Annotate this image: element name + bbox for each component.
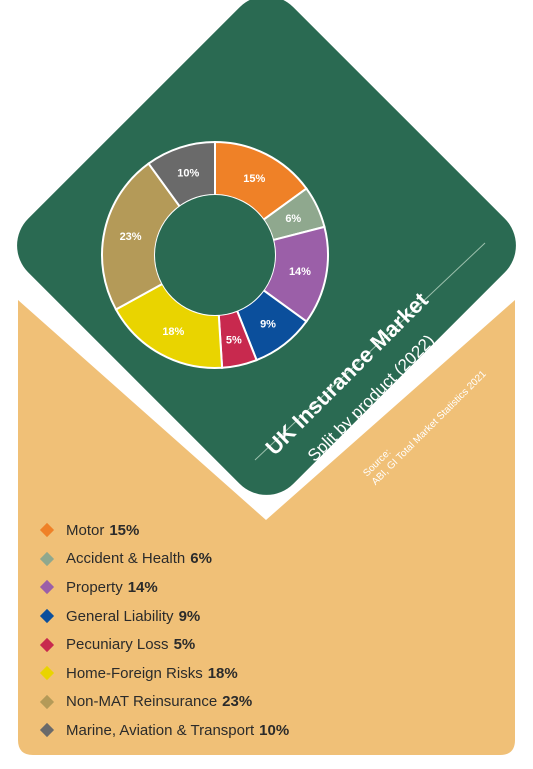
slice-label: 18%	[162, 326, 184, 338]
legend-value: 10%	[259, 721, 290, 739]
legend-marker-icon	[39, 609, 55, 624]
slice-label: 23%	[120, 231, 142, 243]
legend-marker-icon	[39, 723, 55, 738]
legend-marker-icon	[39, 551, 55, 566]
legend-value: 9%	[178, 607, 201, 625]
legend-value: 6%	[190, 550, 212, 568]
legend-marker-icon	[39, 637, 55, 652]
legend-marker-icon	[39, 580, 55, 595]
legend-label: Marine, Aviation & Transport	[66, 721, 255, 739]
legend-value: 5%	[173, 636, 196, 654]
slice-label: 5%	[226, 334, 242, 346]
legend-item: Non-MAT Reinsurance 23%	[39, 688, 289, 717]
legend-item: Motor 15%	[39, 516, 289, 545]
legend-item: Accident & Health 6%	[39, 545, 289, 574]
legend-marker-icon	[39, 523, 55, 538]
title-divider	[254, 242, 486, 461]
slice-label: 15%	[243, 173, 265, 185]
legend-value: 18%	[207, 664, 238, 682]
legend-item: Home-Foreign Risks 18%	[39, 659, 289, 688]
chart-legend: Motor 15% Accident & Health 6% Property 14% Ge…	[39, 516, 290, 745]
legend-value: 23%	[222, 693, 253, 711]
legend-item: Property 14%	[39, 573, 289, 602]
legend-label: Home-Foreign Risks	[66, 664, 203, 682]
legend-item: General Liability 9%	[39, 602, 289, 631]
legend-label: Property	[66, 578, 123, 596]
legend-label: Pecuniary Loss	[66, 636, 169, 654]
legend-value: 14%	[127, 578, 158, 596]
background-shape	[18, 300, 515, 755]
legend-marker-icon	[39, 694, 55, 709]
legend-marker-icon	[39, 666, 55, 681]
legend-label: Motor	[66, 521, 105, 539]
slice-label: 6%	[285, 213, 301, 225]
legend-label: Accident & Health	[66, 550, 186, 568]
legend-item: Marine, Aviation & Transport 10%	[39, 716, 290, 745]
donut-chart: 15% 6% 14% 9% 5% 18% 23% 10%	[101, 140, 329, 369]
slice-label: 14%	[289, 266, 311, 278]
legend-item: Pecuniary Loss 5%	[39, 630, 289, 659]
donut-hole	[155, 195, 275, 315]
legend-value: 15%	[109, 521, 140, 539]
legend-label: Non-MAT Reinsurance	[66, 693, 218, 711]
slice-label: 9%	[260, 318, 276, 330]
legend-label: General Liability	[66, 607, 174, 625]
slice-label: 10%	[177, 168, 199, 180]
